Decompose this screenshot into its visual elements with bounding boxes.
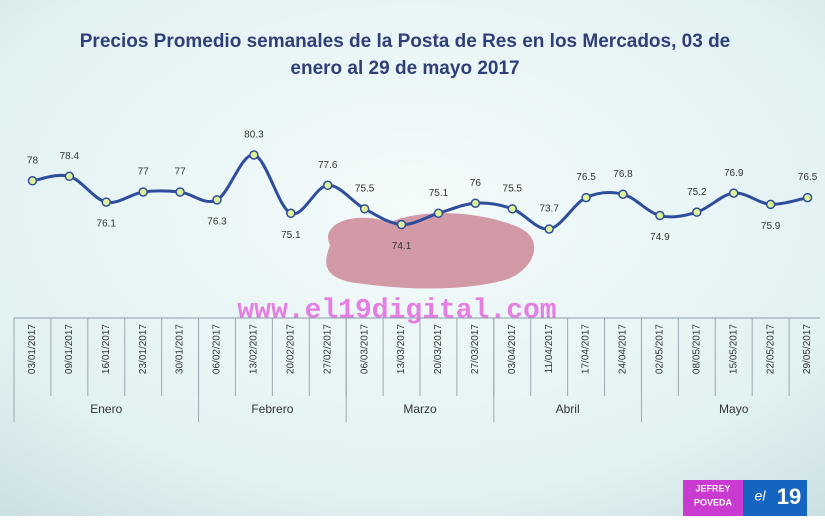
- x-tick-label: 02/05/2017: [655, 324, 666, 374]
- x-tick-label: 24/04/2017: [618, 324, 629, 374]
- data-label: 76.8: [613, 169, 633, 180]
- data-label: 75.9: [761, 221, 781, 232]
- data-label: 76.9: [724, 168, 744, 179]
- point: [507, 204, 518, 214]
- group-label: Febrero: [251, 402, 293, 416]
- point: [396, 219, 407, 230]
- point: [286, 208, 296, 219]
- x-tick-label: 17/04/2017: [581, 324, 592, 374]
- point: [64, 171, 75, 182]
- credit-last: POVEDA: [694, 497, 733, 507]
- data-label: 76.1: [97, 219, 117, 230]
- x-tick-label: 30/01/2017: [175, 324, 186, 374]
- x-tick-label: 15/05/2017: [728, 324, 739, 374]
- point: [544, 224, 554, 234]
- logo-box: [743, 480, 807, 516]
- x-tick-label: 06/03/2017: [359, 324, 370, 374]
- x-tick-label: 27/03/2017: [470, 324, 481, 374]
- group-label: Marzo: [403, 402, 437, 416]
- data-label: 77: [175, 167, 187, 178]
- point: [359, 204, 370, 214]
- data-label: 76.5: [576, 172, 596, 183]
- data-label: 75.5: [355, 183, 375, 194]
- point: [433, 208, 444, 219]
- data-label: 75.2: [687, 187, 707, 198]
- data-label: 76: [470, 178, 482, 189]
- x-tick-label: 06/02/2017: [212, 324, 223, 374]
- point: [692, 207, 702, 217]
- point: [470, 198, 481, 208]
- point: [322, 180, 333, 191]
- chart-title: enero al 29 de mayo 2017: [290, 58, 519, 79]
- point: [27, 176, 38, 186]
- data-label: 80.3: [244, 130, 264, 141]
- data-label: 73.7: [539, 204, 559, 215]
- x-tick-label: 03/01/2017: [27, 324, 38, 374]
- line: [32, 153, 808, 231]
- meat-image: [326, 213, 535, 289]
- data-label: 75.1: [429, 188, 449, 199]
- x-tick-label: 29/05/2017: [802, 324, 813, 374]
- data-label: 78: [27, 155, 39, 166]
- x-tick-label: 11/04/2017: [544, 324, 555, 374]
- x-tick-label: 09/01/2017: [64, 324, 75, 374]
- x-tick-label: 20/03/2017: [433, 324, 444, 374]
- x-tick-label: 03/04/2017: [507, 324, 518, 374]
- point: [655, 210, 665, 221]
- x-tick-label: 16/01/2017: [101, 324, 112, 374]
- x-tick-label: 13/02/2017: [249, 324, 260, 374]
- data-label: 78.4: [60, 151, 80, 162]
- group-label: Mayo: [719, 402, 749, 416]
- data-label: 75.1: [281, 230, 301, 241]
- logo-number: 19: [777, 484, 801, 509]
- point: [138, 187, 148, 197]
- point: [802, 192, 813, 203]
- data-label: 77: [138, 167, 150, 178]
- chart-title: Precios Promedio semanales de la Posta d…: [80, 31, 731, 52]
- point: [581, 192, 591, 203]
- x-tick-label: 20/02/2017: [285, 324, 296, 374]
- point: [212, 195, 222, 205]
- point: [249, 150, 259, 160]
- point: [728, 188, 739, 198]
- data-label: 74.1: [392, 241, 412, 252]
- x-tick-label: 27/02/2017: [322, 324, 333, 374]
- point: [765, 199, 776, 210]
- x-tick-label: 13/03/2017: [396, 324, 407, 374]
- point: [175, 187, 185, 197]
- credit-first: JEFREY: [695, 483, 730, 493]
- point: [101, 197, 112, 207]
- x-tick-label: 08/05/2017: [691, 324, 702, 374]
- data-label: 76.3: [207, 216, 227, 227]
- data-label: 76.5: [798, 172, 818, 183]
- credit-box: [683, 480, 743, 516]
- group-label: Abril: [556, 402, 580, 416]
- group-label: Enero: [90, 402, 122, 416]
- data-label: 75.5: [503, 183, 523, 194]
- x-tick-label: 22/05/2017: [765, 324, 776, 374]
- logo-prefix: el: [755, 488, 767, 504]
- x-tick-label: 23/01/2017: [138, 324, 149, 374]
- point: [618, 189, 628, 199]
- data-label: 74.9: [650, 232, 670, 243]
- watermark: www.el19digital.com: [237, 295, 556, 326]
- data-label: 77.6: [318, 160, 338, 171]
